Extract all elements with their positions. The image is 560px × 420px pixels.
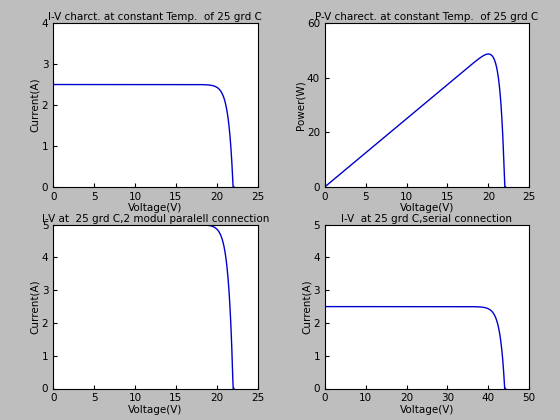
X-axis label: Voltage(V): Voltage(V) <box>128 203 183 213</box>
Y-axis label: Current(A): Current(A) <box>30 279 40 334</box>
X-axis label: Voltage(V): Voltage(V) <box>400 405 454 415</box>
Title: I-V charct. at constant Temp.  of 25 grd C: I-V charct. at constant Temp. of 25 grd … <box>49 12 262 22</box>
Title: I-V at  25 grd C,2 modul paralell connection: I-V at 25 grd C,2 modul paralell connect… <box>41 214 269 224</box>
Y-axis label: Current(A): Current(A) <box>30 78 40 132</box>
Title: I-V  at 25 grd C,serial connection: I-V at 25 grd C,serial connection <box>342 214 512 224</box>
Title: P-V charect. at constant Temp.  of 25 grd C: P-V charect. at constant Temp. of 25 grd… <box>315 12 539 22</box>
Y-axis label: Current(A): Current(A) <box>302 279 312 334</box>
X-axis label: Voltage(V): Voltage(V) <box>400 203 454 213</box>
X-axis label: Voltage(V): Voltage(V) <box>128 405 183 415</box>
Y-axis label: Power(W): Power(W) <box>296 80 305 130</box>
